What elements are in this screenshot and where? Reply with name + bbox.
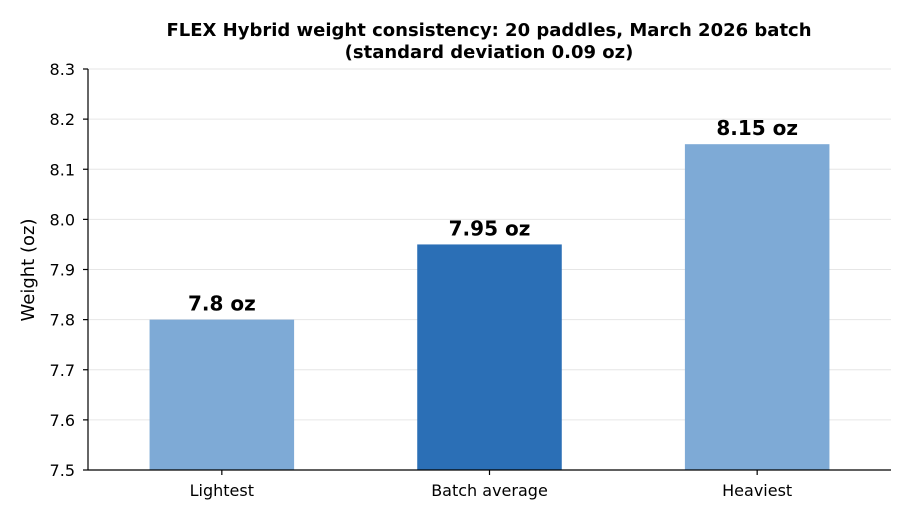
y-axis-ticks: 7.5 7.6 7.7 7.8 7.9 8.0 8.1 8.2 8.3 bbox=[50, 60, 88, 480]
x-tick-label: Batch average bbox=[431, 481, 548, 500]
chart-title: FLEX Hybrid weight consistency: 20 paddl… bbox=[166, 20, 811, 41]
bars bbox=[149, 144, 830, 470]
x-tick-label: Heaviest bbox=[722, 481, 792, 500]
y-tick-label: 7.9 bbox=[50, 261, 75, 280]
bar bbox=[417, 244, 562, 470]
bar-value-label: 7.95 oz bbox=[449, 216, 531, 240]
bar bbox=[684, 144, 830, 470]
y-tick-label: 8.2 bbox=[50, 110, 75, 129]
y-tick-label: 7.6 bbox=[50, 411, 75, 430]
y-axis-label: Weight (oz) bbox=[18, 219, 39, 322]
bar-value-label: 8.15 oz bbox=[716, 116, 798, 140]
y-tick-label: 8.3 bbox=[50, 60, 75, 79]
data-labels: 7.8 oz 7.95 oz 8.15 oz bbox=[188, 116, 798, 315]
chart-subtitle: (standard deviation 0.09 oz) bbox=[345, 42, 634, 63]
x-axis-ticks: Lightest Batch average Heaviest bbox=[190, 470, 792, 500]
y-tick-label: 7.5 bbox=[50, 461, 75, 480]
y-tick-label: 7.7 bbox=[50, 361, 75, 380]
x-tick-label: Lightest bbox=[190, 481, 254, 500]
y-tick-label: 8.0 bbox=[50, 210, 75, 229]
bar bbox=[149, 319, 295, 470]
bar-value-label: 7.8 oz bbox=[188, 292, 256, 316]
y-tick-label: 8.1 bbox=[50, 160, 75, 179]
y-tick-label: 7.8 bbox=[50, 311, 75, 330]
